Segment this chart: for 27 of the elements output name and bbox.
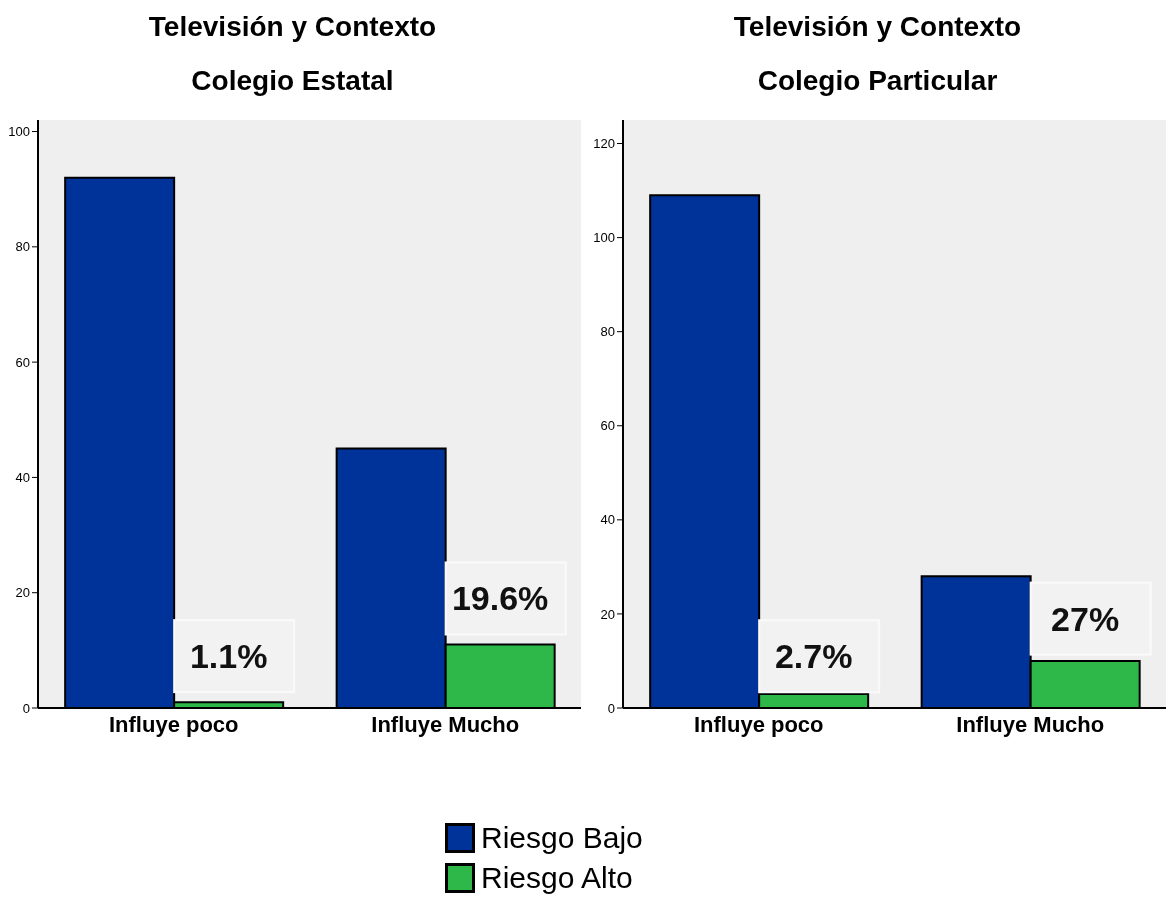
y-tick-label: 20 [15,585,30,601]
annotation: 2.7% [774,637,853,676]
y-tick-label: 100 [593,230,615,246]
chart-title: Televisión y Contexto [732,10,1023,44]
legend-label: Riesgo Alto [481,861,633,895]
y-tick-label: 40 [600,512,615,528]
y-tick-label: 80 [15,239,30,255]
annotation: 1.1% [189,637,268,676]
y-tick-label: 60 [15,354,30,370]
y-tick-label: 0 [22,700,30,716]
x-tick-label: Influye Mucho [956,711,1105,737]
x-tick-label: Influye poco [108,711,239,737]
annotation: 27% [1051,599,1120,638]
chart-subtitle: Colegio Estatal [190,64,395,98]
y-tick-label: 100 [8,124,30,140]
legend-label: Riesgo Bajo [481,821,643,855]
y-tick-label: 120 [593,136,615,152]
y-tick-label: 60 [600,418,615,434]
x-tick-label: Influye Mucho [371,711,520,737]
y-tick-label: 40 [15,470,30,486]
annotation: 19.6% [451,579,549,618]
y-tick-label: 0 [607,700,615,716]
y-tick-label: 20 [600,606,615,622]
chart-title: Televisión y Contexto [147,10,438,44]
chart-subtitle: Colegio Particular [756,64,999,98]
x-tick-label: Influye poco [693,711,824,737]
y-tick-label: 80 [600,324,615,340]
